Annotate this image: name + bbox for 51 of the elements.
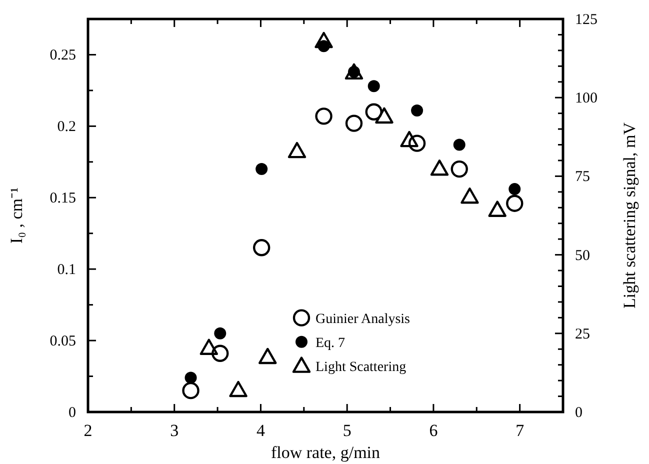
y-tick-label: 0 — [68, 405, 76, 421]
point — [212, 344, 229, 362]
point — [288, 142, 306, 158]
y2-axis-title: Light scattering signal, mV — [620, 122, 639, 309]
point — [368, 80, 380, 92]
point — [229, 380, 248, 398]
y-tick-label: 0.25 — [50, 48, 76, 64]
point — [488, 200, 506, 217]
point — [506, 194, 524, 212]
legend-label: Eq. 7 — [316, 336, 346, 351]
x-tick-label: 2 — [84, 421, 92, 440]
y2-tick-label: 75 — [575, 169, 590, 186]
point — [453, 138, 466, 151]
y-axis-title: I₀ , cm⁻¹ — [7, 187, 26, 244]
point — [365, 103, 382, 120]
y2-tick-label: 100 — [575, 90, 598, 107]
x-tick-label: 5 — [342, 421, 352, 440]
point — [344, 63, 364, 80]
x-tick-label: 7 — [516, 421, 525, 440]
point — [184, 372, 197, 384]
y2-tick-label: 125 — [575, 12, 598, 28]
x-tick-label: 4 — [256, 421, 266, 440]
x-axis-title: flow rate, g/min — [270, 443, 381, 462]
point — [214, 327, 226, 340]
point — [345, 114, 363, 132]
legend-label: Light Scattering — [316, 360, 406, 375]
point — [400, 130, 418, 148]
point — [508, 183, 521, 196]
point — [258, 348, 277, 364]
x-tick-label: 3 — [170, 421, 179, 440]
point — [314, 32, 333, 48]
point — [182, 382, 200, 400]
y2-tick-label: 0 — [575, 405, 582, 421]
y-tick-label: 0.1 — [57, 262, 76, 278]
point — [460, 188, 479, 204]
y2-tick-label: 25 — [575, 326, 590, 342]
point — [450, 160, 468, 178]
y-tick-label: 0.2 — [57, 119, 76, 136]
point — [256, 163, 268, 176]
point — [315, 108, 332, 125]
point — [200, 338, 218, 355]
y-tick-label: 0.15 — [50, 190, 76, 207]
point — [430, 160, 449, 176]
y2-tick-label: 50 — [575, 248, 590, 264]
y-tick-label: 0.05 — [50, 334, 76, 350]
legend-label: Guinier Analysis — [316, 312, 410, 327]
point — [411, 104, 424, 116]
x-tick-label: 6 — [429, 421, 438, 440]
point — [408, 134, 426, 152]
point — [375, 107, 394, 124]
point — [252, 239, 270, 256]
